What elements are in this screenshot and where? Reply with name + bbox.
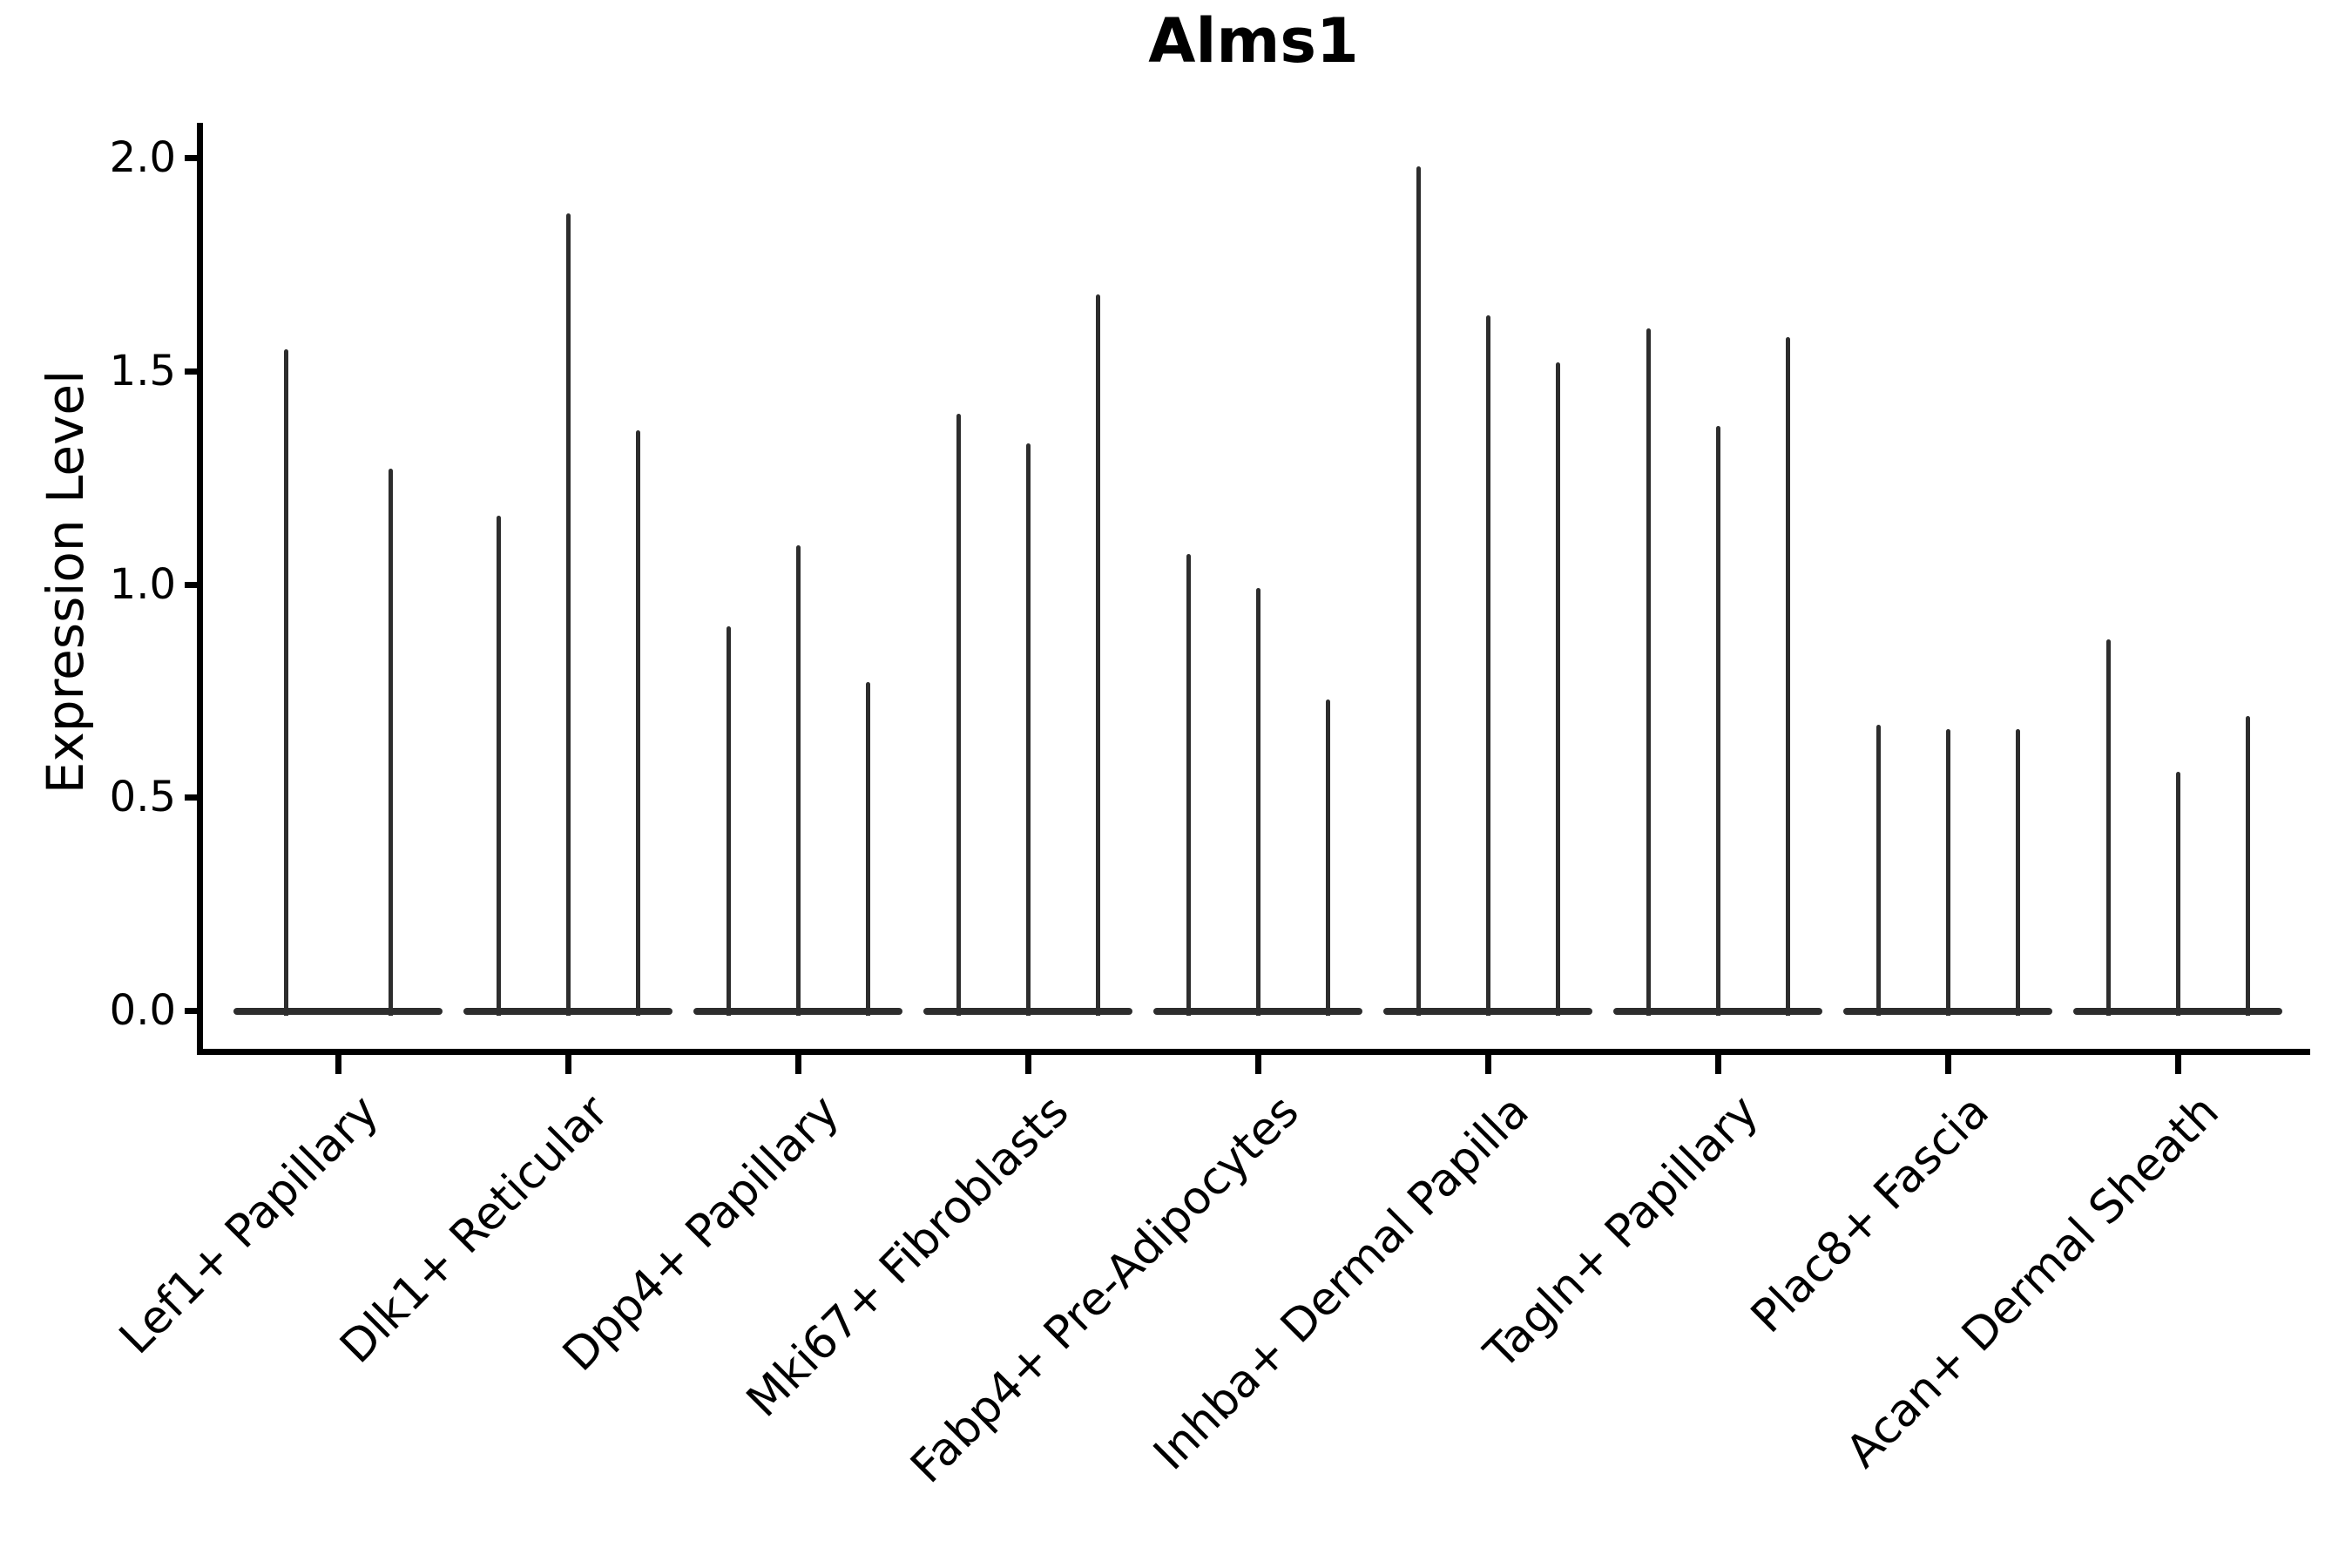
violin-spike	[1186, 554, 1191, 1016]
violin-spike	[1716, 426, 1720, 1016]
y-tick-label: 0.5	[109, 773, 176, 821]
y-tick-label: 1.0	[109, 560, 176, 609]
violin-spike	[2106, 639, 2111, 1016]
violin-spike	[284, 349, 288, 1016]
violin-spike	[727, 626, 731, 1016]
violin-spike	[1946, 729, 1950, 1016]
violin-spike	[1786, 337, 1790, 1016]
violin-spike	[1416, 166, 1421, 1016]
violin-spike	[1876, 725, 1881, 1016]
violin-spike	[866, 682, 870, 1016]
violin-spike	[636, 430, 640, 1016]
x-tick-label: Inhba+ Dermal Papilla	[1143, 1085, 1539, 1481]
x-axis-spine	[197, 1049, 2310, 1055]
violin-spike	[2246, 716, 2250, 1016]
x-tick-label: Fabp4+ Pre-Adipocytes	[901, 1085, 1309, 1494]
x-tick-mark	[2175, 1055, 2181, 1074]
y-tick-label: 0.0	[109, 986, 176, 1035]
y-tick-label: 1.5	[109, 347, 176, 395]
violin-spike	[796, 545, 801, 1016]
y-tick-mark	[185, 368, 197, 375]
x-tick-label: Acan+ Dermal Sheath	[1835, 1085, 2229, 1478]
violin-spike	[389, 469, 393, 1016]
x-tick-mark	[335, 1055, 341, 1074]
violin-spike	[2016, 729, 2020, 1016]
violin-spike	[1646, 328, 1651, 1016]
violin-spike	[2176, 772, 2180, 1016]
x-tick-label: Plac8+ Fascia	[1740, 1085, 1999, 1343]
violin-spike	[1326, 700, 1330, 1016]
y-tick-mark	[185, 794, 197, 801]
y-axis-spine	[197, 123, 203, 1055]
violin-base	[233, 1008, 443, 1015]
violin-spike	[1486, 315, 1490, 1016]
y-tick-mark	[185, 582, 197, 588]
violin-spike	[1256, 588, 1260, 1016]
x-tick-mark	[1255, 1055, 1261, 1074]
x-tick-mark	[1485, 1055, 1491, 1074]
violin-spike	[497, 516, 501, 1016]
x-tick-mark	[1945, 1055, 1951, 1074]
violin-spike	[1096, 294, 1100, 1016]
violin-spike	[1026, 443, 1031, 1016]
violin-spike	[956, 414, 961, 1016]
violin-spike	[1556, 362, 1560, 1016]
y-tick-label: 2.0	[109, 133, 176, 182]
chart-title: Alms1	[1148, 5, 1359, 77]
x-tick-mark	[565, 1055, 571, 1074]
x-tick-mark	[1715, 1055, 1721, 1074]
x-tick-mark	[1025, 1055, 1031, 1074]
y-tick-mark	[185, 155, 197, 161]
y-tick-mark	[185, 1008, 197, 1014]
x-tick-mark	[795, 1055, 801, 1074]
violin-spike	[566, 213, 571, 1016]
